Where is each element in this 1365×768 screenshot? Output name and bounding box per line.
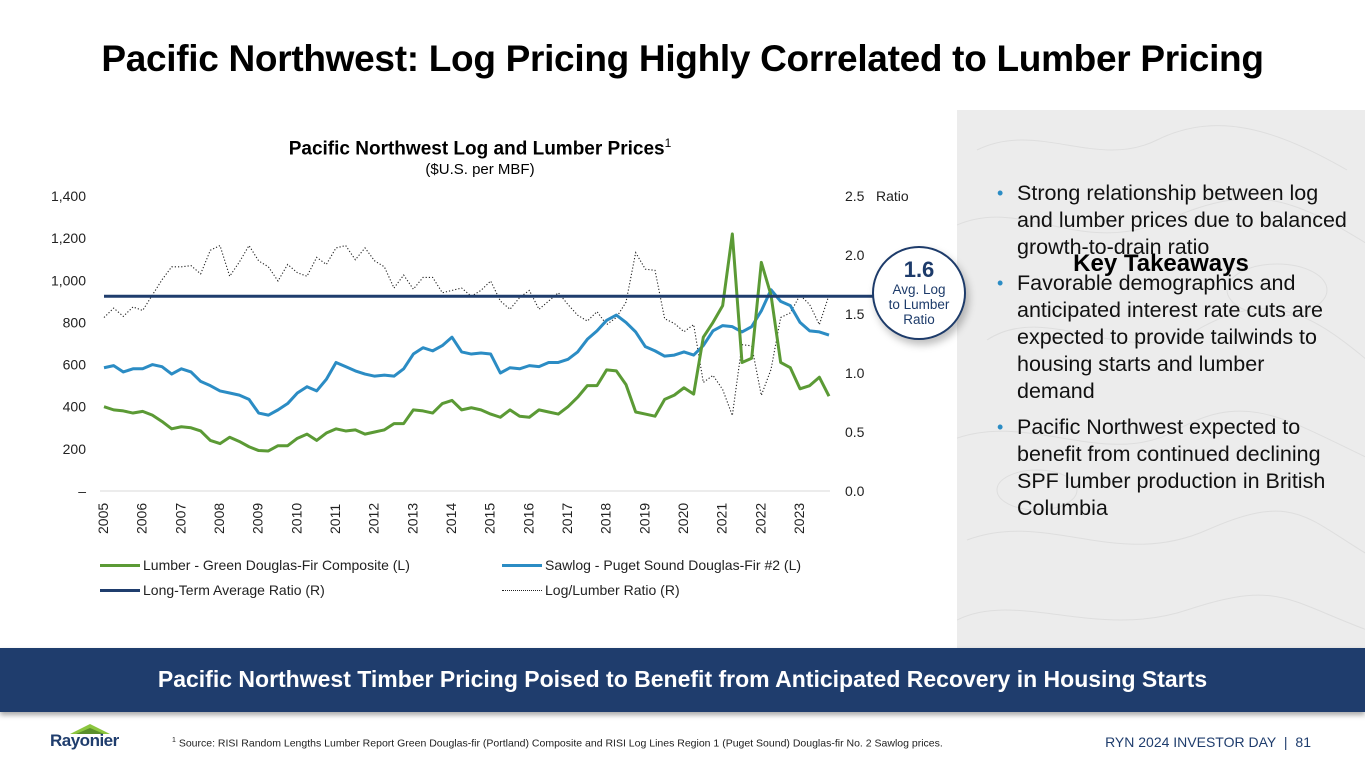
key-takeaways-panel: Key Takeaways [957, 110, 1365, 648]
event-label: RYN 2024 INVESTOR DAY [1105, 734, 1276, 750]
x-tick-label: 2009 [250, 503, 266, 534]
legend-item-avg-ratio: Long-Term Average Ratio (R) [100, 582, 325, 598]
x-tick-label: 2011 [327, 504, 343, 534]
takeaway-item: • Strong relationship between log and lum… [997, 181, 1347, 259]
x-tick-label: 2008 [211, 503, 227, 534]
price-chart: – 200 400 600 800 1,000 1,200 1,400 0.0 0.5 1.0 1.… [51, 188, 909, 534]
avg-ratio-callout: 1.6 Avg. Log to Lumber Ratio [872, 246, 966, 340]
callout-line-1: Avg. Log [892, 282, 946, 297]
callout-line-3: Ratio [903, 312, 935, 327]
company-logo: Rayonier [50, 722, 130, 754]
x-tick-label: 2018 [598, 503, 614, 534]
x-tick-label: 2006 [134, 503, 150, 534]
x-tick-label: 2023 [791, 503, 807, 534]
x-tick-label: 2010 [288, 503, 304, 534]
x-tick-label: 2019 [636, 503, 652, 534]
y-axis-right: 0.0 0.5 1.0 1.5 2.0 2.5 [845, 188, 865, 499]
y-left-tick-label: 400 [63, 399, 87, 415]
y-left-tick-label: – [78, 483, 86, 499]
x-tick-label: 2015 [482, 503, 498, 534]
slide-title: Pacific Northwest: Log Pricing Highly Co… [101, 38, 1264, 79]
series-log-lumber-ratio [103, 244, 830, 416]
takeaway-item: • Pacific Northwest expected to benefit f… [997, 415, 1326, 520]
y-right-tick-label: 1.0 [845, 365, 865, 381]
takeaway-item: • Favorable demographics and anticipated … [997, 271, 1323, 403]
y-right-tick-label: 2.0 [845, 247, 865, 263]
conclusion-banner: Pacific Northwest Timber Pricing Poised … [0, 648, 1365, 712]
legend-item-ratio: Log/Lumber Ratio (R) [502, 582, 680, 598]
page-separator: | [1283, 734, 1288, 750]
source-footnote: 1 Source: RISI Random Lengths Lumber Rep… [172, 737, 943, 750]
y-right-tick-label: 1.5 [845, 306, 865, 322]
y-axis-right-label: Ratio [876, 188, 909, 204]
y-left-tick-label: 600 [63, 357, 87, 373]
legend-swatch-sawlog [502, 563, 542, 567]
callout-value: 1.6 [903, 257, 935, 282]
x-tick-label: 2007 [172, 503, 188, 534]
y-right-tick-label: 0.0 [845, 483, 865, 499]
legend-swatch-ratio [502, 589, 542, 591]
x-tick-label: 2013 [404, 503, 420, 534]
series-sawlog [103, 288, 830, 417]
legend-item-sawlog: Sawlog - Puget Sound Douglas-Fir #2 (L) [502, 557, 801, 573]
y-left-tick-label: 1,400 [51, 188, 86, 204]
x-tick-label: 2022 [752, 503, 768, 534]
legend-swatch-lumber [100, 563, 140, 567]
x-tick-label: 2012 [366, 503, 382, 534]
x-tick-label: 2017 [559, 503, 575, 534]
logo-wordmark: Rayonier [50, 731, 119, 750]
x-tick-label: 2005 [95, 503, 111, 534]
x-tick-label: 2014 [443, 503, 459, 534]
x-tick-label: 2020 [675, 503, 691, 534]
key-takeaways-title: Key Takeaways [1073, 250, 1249, 277]
footnote-marker: 1 [664, 136, 672, 150]
x-tick-label: 2021 [714, 503, 730, 534]
chart-title: Pacific Northwest Log and Lumber Prices1 [288, 136, 672, 160]
callout-line-2: to Lumber [888, 297, 950, 312]
bullet-icon: • [997, 273, 1004, 293]
legend-swatch-avg-ratio [100, 588, 140, 592]
y-right-tick-label: 0.5 [845, 424, 865, 440]
bullet-icon: • [997, 183, 1004, 203]
y-left-tick-label: 1,000 [51, 272, 86, 288]
y-left-tick-label: 800 [63, 314, 87, 330]
chart-subtitle: ($U.S. per MBF) [425, 161, 535, 178]
y-axis-left: – 200 400 600 800 1,000 1,200 1,400 [51, 188, 86, 499]
banner-text: Pacific Northwest Timber Pricing Poised … [157, 666, 1208, 692]
x-axis: 2005 2006 2007 2008 2009 2010 2011 2012 2013 2014… [95, 503, 807, 534]
bullet-icon: • [997, 417, 1004, 437]
series-lumber [103, 232, 831, 453]
logo-mountain-icon [70, 724, 110, 734]
series-layer [103, 232, 880, 453]
y-left-tick-label: 200 [63, 441, 87, 457]
topographic-background [957, 125, 1365, 630]
page-number: 81 [1295, 734, 1311, 750]
page-footer: RYN 2024 INVESTOR DAY | 81 [1105, 734, 1311, 750]
y-right-tick-label: 2.5 [845, 188, 865, 204]
legend-item-lumber: Lumber - Green Douglas-Fir Composite (L) [100, 557, 410, 573]
y-left-tick-label: 1,200 [51, 230, 86, 246]
x-tick-label: 2016 [520, 503, 536, 534]
key-takeaways-list: • Strong relationship between log and lum… [997, 180, 1347, 531]
